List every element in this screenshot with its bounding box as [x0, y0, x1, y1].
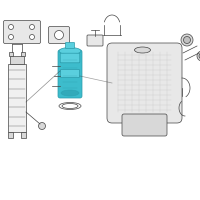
FancyBboxPatch shape	[60, 70, 80, 77]
Circle shape	[181, 34, 193, 46]
FancyBboxPatch shape	[48, 26, 70, 44]
Bar	[9, 52, 13, 56]
FancyBboxPatch shape	[60, 53, 80, 63]
FancyBboxPatch shape	[122, 114, 167, 136]
Bar	[10, 56, 24, 64]
FancyBboxPatch shape	[58, 50, 82, 98]
FancyBboxPatch shape	[107, 43, 182, 123]
Bar	[21, 52, 25, 56]
Circle shape	[197, 51, 200, 61]
Ellipse shape	[134, 47, 151, 53]
FancyBboxPatch shape	[4, 21, 40, 44]
Bar	[8, 64, 26, 132]
Ellipse shape	[61, 90, 79, 96]
Circle shape	[38, 122, 46, 130]
Bar	[21, 132, 26, 138]
FancyBboxPatch shape	[66, 43, 74, 48]
Circle shape	[8, 34, 14, 40]
FancyBboxPatch shape	[87, 35, 103, 46]
Circle shape	[8, 24, 14, 29]
Circle shape	[199, 53, 200, 59]
Circle shape	[54, 30, 64, 40]
Bar	[8, 132, 13, 138]
Circle shape	[30, 24, 35, 29]
Ellipse shape	[59, 47, 81, 54]
Circle shape	[184, 36, 190, 44]
Circle shape	[30, 34, 35, 40]
